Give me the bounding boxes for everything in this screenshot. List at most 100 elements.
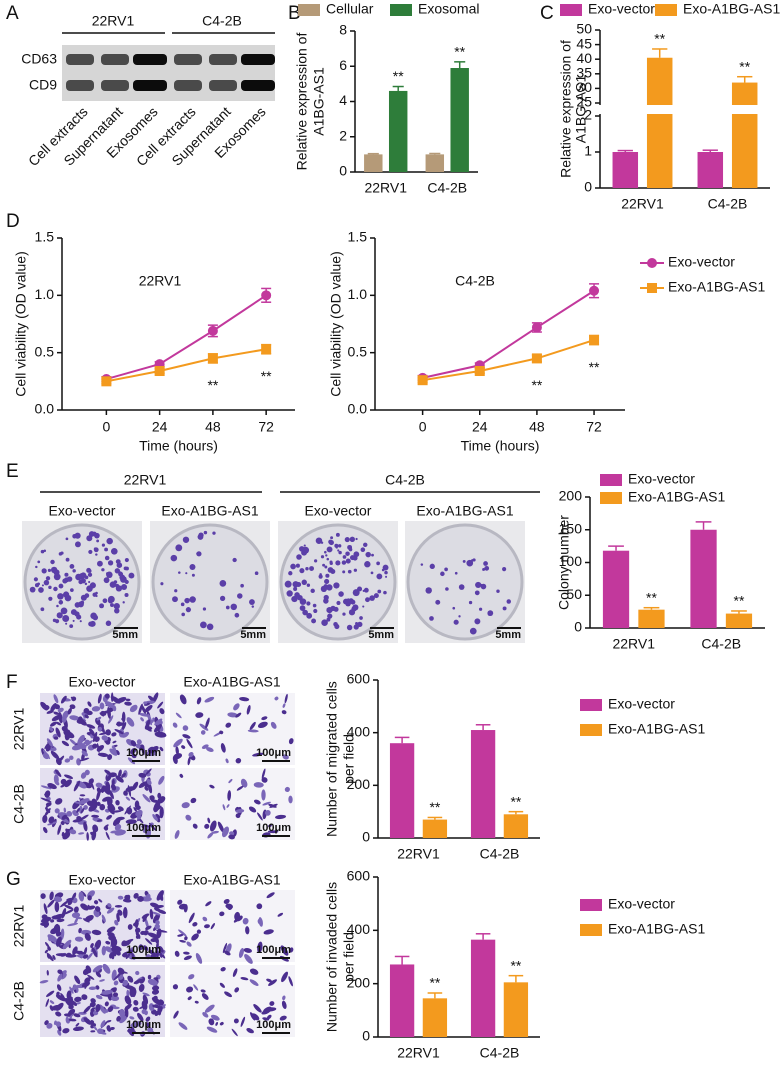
cell bbox=[138, 712, 150, 717]
cell bbox=[99, 993, 110, 997]
cell bbox=[39, 980, 49, 984]
y-tick-label: 400 bbox=[347, 921, 371, 937]
cell bbox=[88, 986, 97, 990]
cell bbox=[53, 774, 59, 785]
colony bbox=[175, 544, 183, 552]
cell bbox=[201, 993, 209, 1000]
cell bbox=[88, 778, 94, 785]
colony bbox=[383, 590, 387, 595]
cell bbox=[135, 931, 141, 939]
cell bbox=[114, 905, 123, 908]
cell bbox=[270, 721, 277, 729]
cell bbox=[49, 1000, 55, 1004]
cell bbox=[228, 778, 233, 784]
cell bbox=[108, 715, 114, 724]
colony bbox=[327, 613, 333, 619]
cell bbox=[82, 918, 90, 923]
cell bbox=[40, 785, 51, 789]
cell bbox=[122, 979, 129, 986]
cell bbox=[46, 952, 54, 962]
cell bbox=[223, 898, 230, 904]
cell bbox=[102, 963, 111, 974]
colony bbox=[69, 564, 75, 569]
colony bbox=[52, 618, 57, 623]
cell bbox=[117, 967, 125, 975]
colony bbox=[315, 537, 323, 544]
bar bbox=[470, 939, 496, 1037]
data-point bbox=[589, 335, 600, 346]
cell bbox=[227, 790, 232, 801]
cell bbox=[266, 1014, 272, 1020]
y-tick-label: 0.5 bbox=[35, 343, 55, 359]
cell bbox=[192, 922, 198, 927]
colony bbox=[468, 600, 473, 605]
cell bbox=[179, 694, 187, 705]
image-column-label: Exo-A1BG-AS1 bbox=[161, 503, 258, 519]
colony bbox=[333, 606, 339, 612]
cell bbox=[69, 829, 77, 835]
cell bbox=[130, 1021, 142, 1028]
colony bbox=[445, 587, 449, 591]
colony bbox=[312, 603, 317, 608]
cell bbox=[103, 826, 109, 831]
scale-bar-label: 5mm bbox=[368, 629, 394, 641]
colony bbox=[185, 607, 192, 613]
cell bbox=[76, 758, 81, 766]
cell bbox=[228, 834, 235, 840]
cell bbox=[142, 994, 149, 1005]
cell bbox=[249, 979, 259, 986]
cell bbox=[155, 929, 168, 933]
colony bbox=[48, 596, 53, 601]
cell bbox=[47, 710, 54, 714]
cell bbox=[50, 721, 57, 727]
colony bbox=[458, 615, 461, 618]
cell bbox=[54, 901, 60, 913]
colony bbox=[60, 607, 68, 615]
cell bbox=[124, 701, 132, 706]
cell bbox=[112, 745, 117, 754]
cell bbox=[251, 1013, 260, 1021]
colony bbox=[38, 587, 44, 593]
cell bbox=[154, 1010, 160, 1017]
cell bbox=[92, 731, 98, 742]
cell bbox=[84, 769, 90, 776]
cell bbox=[268, 979, 277, 986]
cell bbox=[261, 777, 268, 783]
bar bbox=[422, 819, 448, 838]
cell bbox=[157, 909, 167, 915]
cell bbox=[44, 949, 49, 954]
cell bbox=[45, 745, 51, 752]
cell bbox=[55, 1021, 62, 1027]
cell bbox=[55, 798, 63, 805]
colony bbox=[125, 566, 129, 571]
colony bbox=[319, 573, 322, 576]
cell bbox=[62, 939, 72, 950]
bar bbox=[725, 613, 753, 628]
cell bbox=[115, 697, 127, 704]
colony bbox=[341, 560, 347, 565]
x-axis-label: Time (hours) bbox=[139, 438, 218, 454]
cell bbox=[137, 1012, 144, 1022]
cell bbox=[221, 826, 230, 838]
cell bbox=[148, 949, 156, 955]
cell bbox=[92, 965, 103, 973]
cell bbox=[66, 990, 72, 1000]
cell bbox=[143, 945, 149, 951]
colony bbox=[72, 619, 75, 622]
blot-band bbox=[66, 80, 94, 91]
cell bbox=[138, 703, 143, 715]
cell bbox=[90, 942, 94, 948]
cell bbox=[157, 1006, 163, 1014]
y-axis-label: Cell viability (OD value) bbox=[328, 251, 344, 396]
cell bbox=[68, 1004, 74, 1010]
cell bbox=[87, 904, 91, 910]
image-column-label: Exo-vector bbox=[69, 872, 136, 888]
cell bbox=[55, 913, 65, 918]
cell bbox=[102, 796, 111, 802]
cell bbox=[231, 1028, 238, 1037]
cell bbox=[104, 693, 110, 699]
cell bbox=[144, 1010, 148, 1016]
colony bbox=[306, 601, 311, 606]
cell bbox=[60, 695, 67, 704]
cell bbox=[47, 946, 51, 951]
